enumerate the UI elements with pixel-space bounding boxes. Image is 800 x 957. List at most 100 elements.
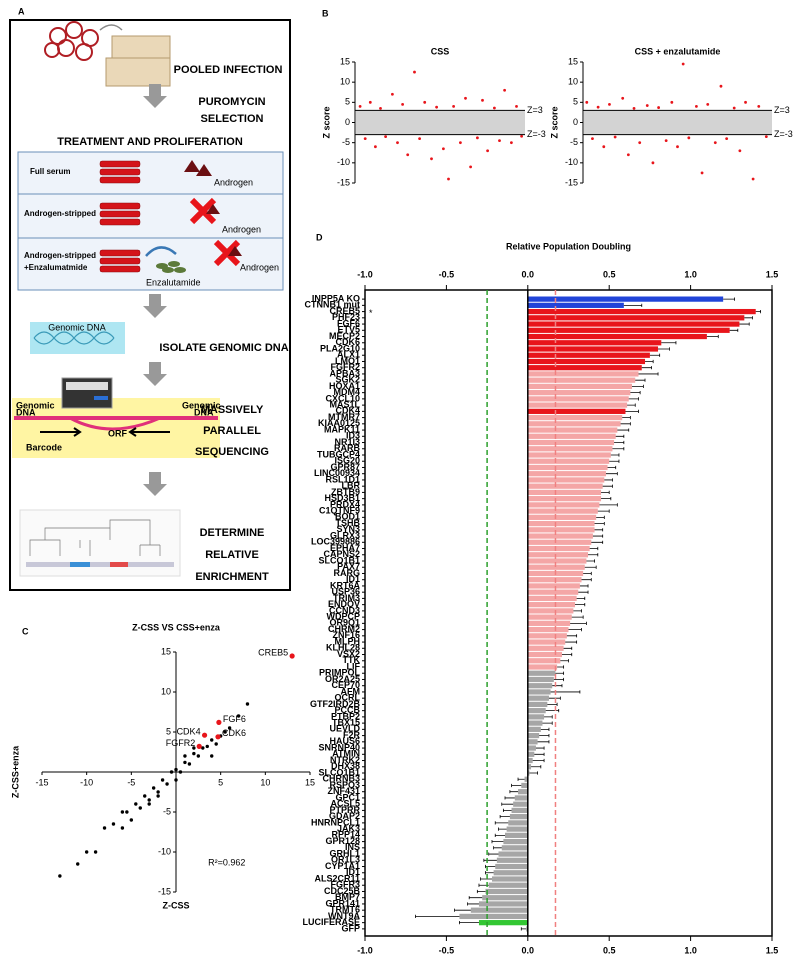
point xyxy=(245,702,250,706)
y-tick-label: BOD1 xyxy=(335,512,360,522)
error-bar xyxy=(485,871,494,875)
dna-label: Genomic xyxy=(182,400,221,410)
error-bar xyxy=(599,503,618,507)
point xyxy=(613,135,617,139)
y-tick-label: -15 xyxy=(158,886,171,896)
error-bar xyxy=(511,783,522,788)
error-bar xyxy=(415,914,460,919)
y-tick-label: NR1I3 xyxy=(334,437,360,447)
y-tick-label: USP36 xyxy=(331,587,360,597)
x-tick-label: -0.5 xyxy=(439,269,455,279)
bar xyxy=(527,558,587,564)
bar xyxy=(527,433,616,439)
bar xyxy=(527,527,595,533)
bar xyxy=(527,439,615,446)
y-tick-label: VSX2 xyxy=(337,649,360,659)
point xyxy=(757,104,761,108)
y-tick-label: SLCO1B1 xyxy=(318,555,360,565)
point xyxy=(459,141,462,145)
bar xyxy=(527,602,576,608)
plasmid xyxy=(57,39,75,57)
y-tick-label: APBA3 xyxy=(329,368,360,378)
error-bar xyxy=(729,328,739,332)
plasmid xyxy=(49,27,67,45)
y-tick-label: OCRL xyxy=(335,693,361,703)
y-tick-label: BMP7 xyxy=(335,892,360,902)
bar xyxy=(527,489,602,496)
bar xyxy=(485,888,528,895)
error-bar xyxy=(557,665,565,669)
point xyxy=(120,810,125,814)
point xyxy=(147,798,151,802)
x-tick-label: 10 xyxy=(260,777,270,787)
y-tick-label: AFM xyxy=(341,686,361,696)
error-bar xyxy=(571,615,584,619)
y-tick-label: 5 xyxy=(573,97,578,107)
y-tick-label: WNT9A xyxy=(328,911,360,921)
x-tick-label: 1.0 xyxy=(684,269,697,279)
error-bar xyxy=(544,715,553,719)
bar xyxy=(511,807,528,814)
heatmap-strip xyxy=(110,562,128,567)
bar xyxy=(527,583,580,589)
y-tick-label: INS xyxy=(345,842,360,852)
x-tick-label: -10 xyxy=(80,777,93,787)
y-tick-label: INPP5A KO xyxy=(312,293,360,303)
y-tick-label: ALS2CR11 xyxy=(314,873,360,883)
bar xyxy=(527,564,585,570)
error-bar xyxy=(454,908,471,912)
down-arrow xyxy=(143,84,167,108)
error-bar xyxy=(568,627,582,632)
error-bar xyxy=(555,671,565,675)
point xyxy=(160,778,165,782)
bar xyxy=(527,620,571,626)
y-tick-label: FGF6 xyxy=(337,318,360,328)
error-bar xyxy=(480,877,492,881)
y-tick-label: NTRK2 xyxy=(330,755,360,765)
error-bar xyxy=(594,528,604,532)
bar xyxy=(498,851,528,857)
error-bar xyxy=(627,403,636,407)
chart-title: CSS xyxy=(431,46,450,56)
point xyxy=(134,802,138,806)
barcode-label: Barcode xyxy=(26,442,62,452)
y-tick-label: CDC25B xyxy=(324,886,361,896)
bar xyxy=(527,764,532,770)
bar xyxy=(527,633,567,639)
y-tick-label: CYP1A1 xyxy=(325,861,360,871)
bar xyxy=(524,776,528,782)
androgen-icon xyxy=(184,160,200,172)
error-bar xyxy=(586,559,595,563)
point xyxy=(93,850,98,854)
point xyxy=(418,137,421,141)
y-tick-label: -5 xyxy=(570,137,578,147)
error-bar xyxy=(739,322,750,326)
y-tick-label: ID3 xyxy=(346,431,360,441)
y-tick-label: 15 xyxy=(161,646,171,656)
bar xyxy=(527,664,558,670)
point xyxy=(156,790,160,794)
y-tick-label: CCND3 xyxy=(329,605,360,615)
y-tick-label: ALX1 xyxy=(337,350,360,360)
y-tick-label: LUCIFERASE xyxy=(302,917,360,927)
point xyxy=(626,153,630,157)
y-tick-label: TBX15 xyxy=(332,717,360,727)
bar xyxy=(527,770,530,776)
step-label: ENRICHMENT xyxy=(195,571,269,583)
point xyxy=(401,102,404,106)
y-tick-label: ETV5 xyxy=(337,325,360,335)
point xyxy=(481,98,484,102)
y-tick-label: GPR141 xyxy=(325,898,360,908)
bar xyxy=(527,701,548,708)
point xyxy=(452,104,455,108)
y-tick-label: RPP14 xyxy=(331,830,360,840)
y-tick-label: ACSL5 xyxy=(330,799,360,809)
point xyxy=(498,139,501,143)
plasmid xyxy=(75,43,93,61)
error-bar xyxy=(529,771,538,775)
bar xyxy=(527,577,582,583)
bar xyxy=(518,789,528,795)
pill xyxy=(168,261,180,267)
y-tick-label: GPR87 xyxy=(330,462,360,472)
y-tick-label: SNRNP40 xyxy=(318,742,360,752)
